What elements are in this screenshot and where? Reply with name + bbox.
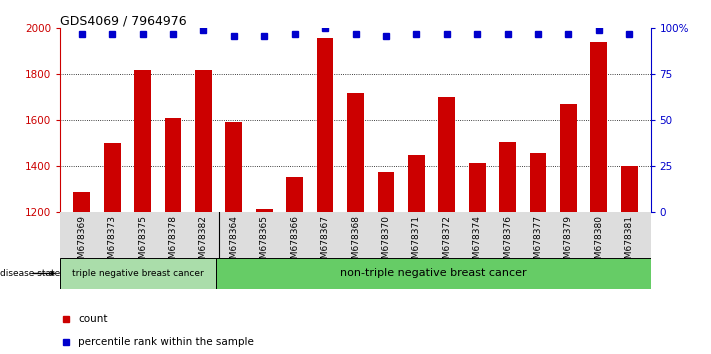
Text: GSM678375: GSM678375	[138, 215, 147, 270]
Bar	[165, 118, 181, 212]
Text: GDS4069 / 7964976: GDS4069 / 7964976	[60, 14, 187, 27]
Text: disease state: disease state	[0, 269, 60, 278]
Text: GSM678367: GSM678367	[321, 215, 330, 270]
Bar	[287, 177, 303, 212]
Bar	[378, 172, 395, 212]
Text: percentile rank within the sample: percentile rank within the sample	[78, 337, 254, 347]
Text: GSM678369: GSM678369	[77, 215, 86, 270]
Text: GSM678374: GSM678374	[473, 215, 481, 270]
Text: GSM678364: GSM678364	[230, 215, 238, 270]
Bar	[347, 93, 364, 212]
Text: triple negative breast cancer: triple negative breast cancer	[73, 269, 204, 278]
Text: GSM678377: GSM678377	[533, 215, 542, 270]
Bar	[530, 153, 546, 212]
Bar	[195, 70, 212, 212]
Text: GSM678379: GSM678379	[564, 215, 573, 270]
Text: GSM678371: GSM678371	[412, 215, 421, 270]
Bar	[316, 38, 333, 212]
Text: GSM678366: GSM678366	[290, 215, 299, 270]
Text: GSM678372: GSM678372	[442, 215, 451, 270]
Text: GSM678382: GSM678382	[199, 215, 208, 270]
Bar	[591, 42, 607, 212]
Text: count: count	[78, 314, 107, 324]
Text: GSM678370: GSM678370	[381, 215, 390, 270]
Text: GSM678378: GSM678378	[169, 215, 178, 270]
Bar	[134, 70, 151, 212]
Bar	[60, 258, 215, 289]
Bar	[104, 143, 120, 212]
Bar	[560, 104, 577, 212]
Text: GSM678365: GSM678365	[260, 215, 269, 270]
Bar	[73, 192, 90, 212]
Bar	[621, 166, 638, 212]
Bar	[439, 97, 455, 212]
Bar	[215, 258, 651, 289]
Text: GSM678380: GSM678380	[594, 215, 604, 270]
Text: GSM678368: GSM678368	[351, 215, 360, 270]
Bar	[256, 209, 272, 212]
Bar	[469, 163, 486, 212]
Text: GSM678381: GSM678381	[625, 215, 634, 270]
Bar	[408, 155, 424, 212]
Bar	[225, 121, 242, 212]
Text: GSM678376: GSM678376	[503, 215, 512, 270]
Bar	[499, 142, 516, 212]
Text: GSM678373: GSM678373	[107, 215, 117, 270]
Text: non-triple negative breast cancer: non-triple negative breast cancer	[340, 268, 526, 279]
